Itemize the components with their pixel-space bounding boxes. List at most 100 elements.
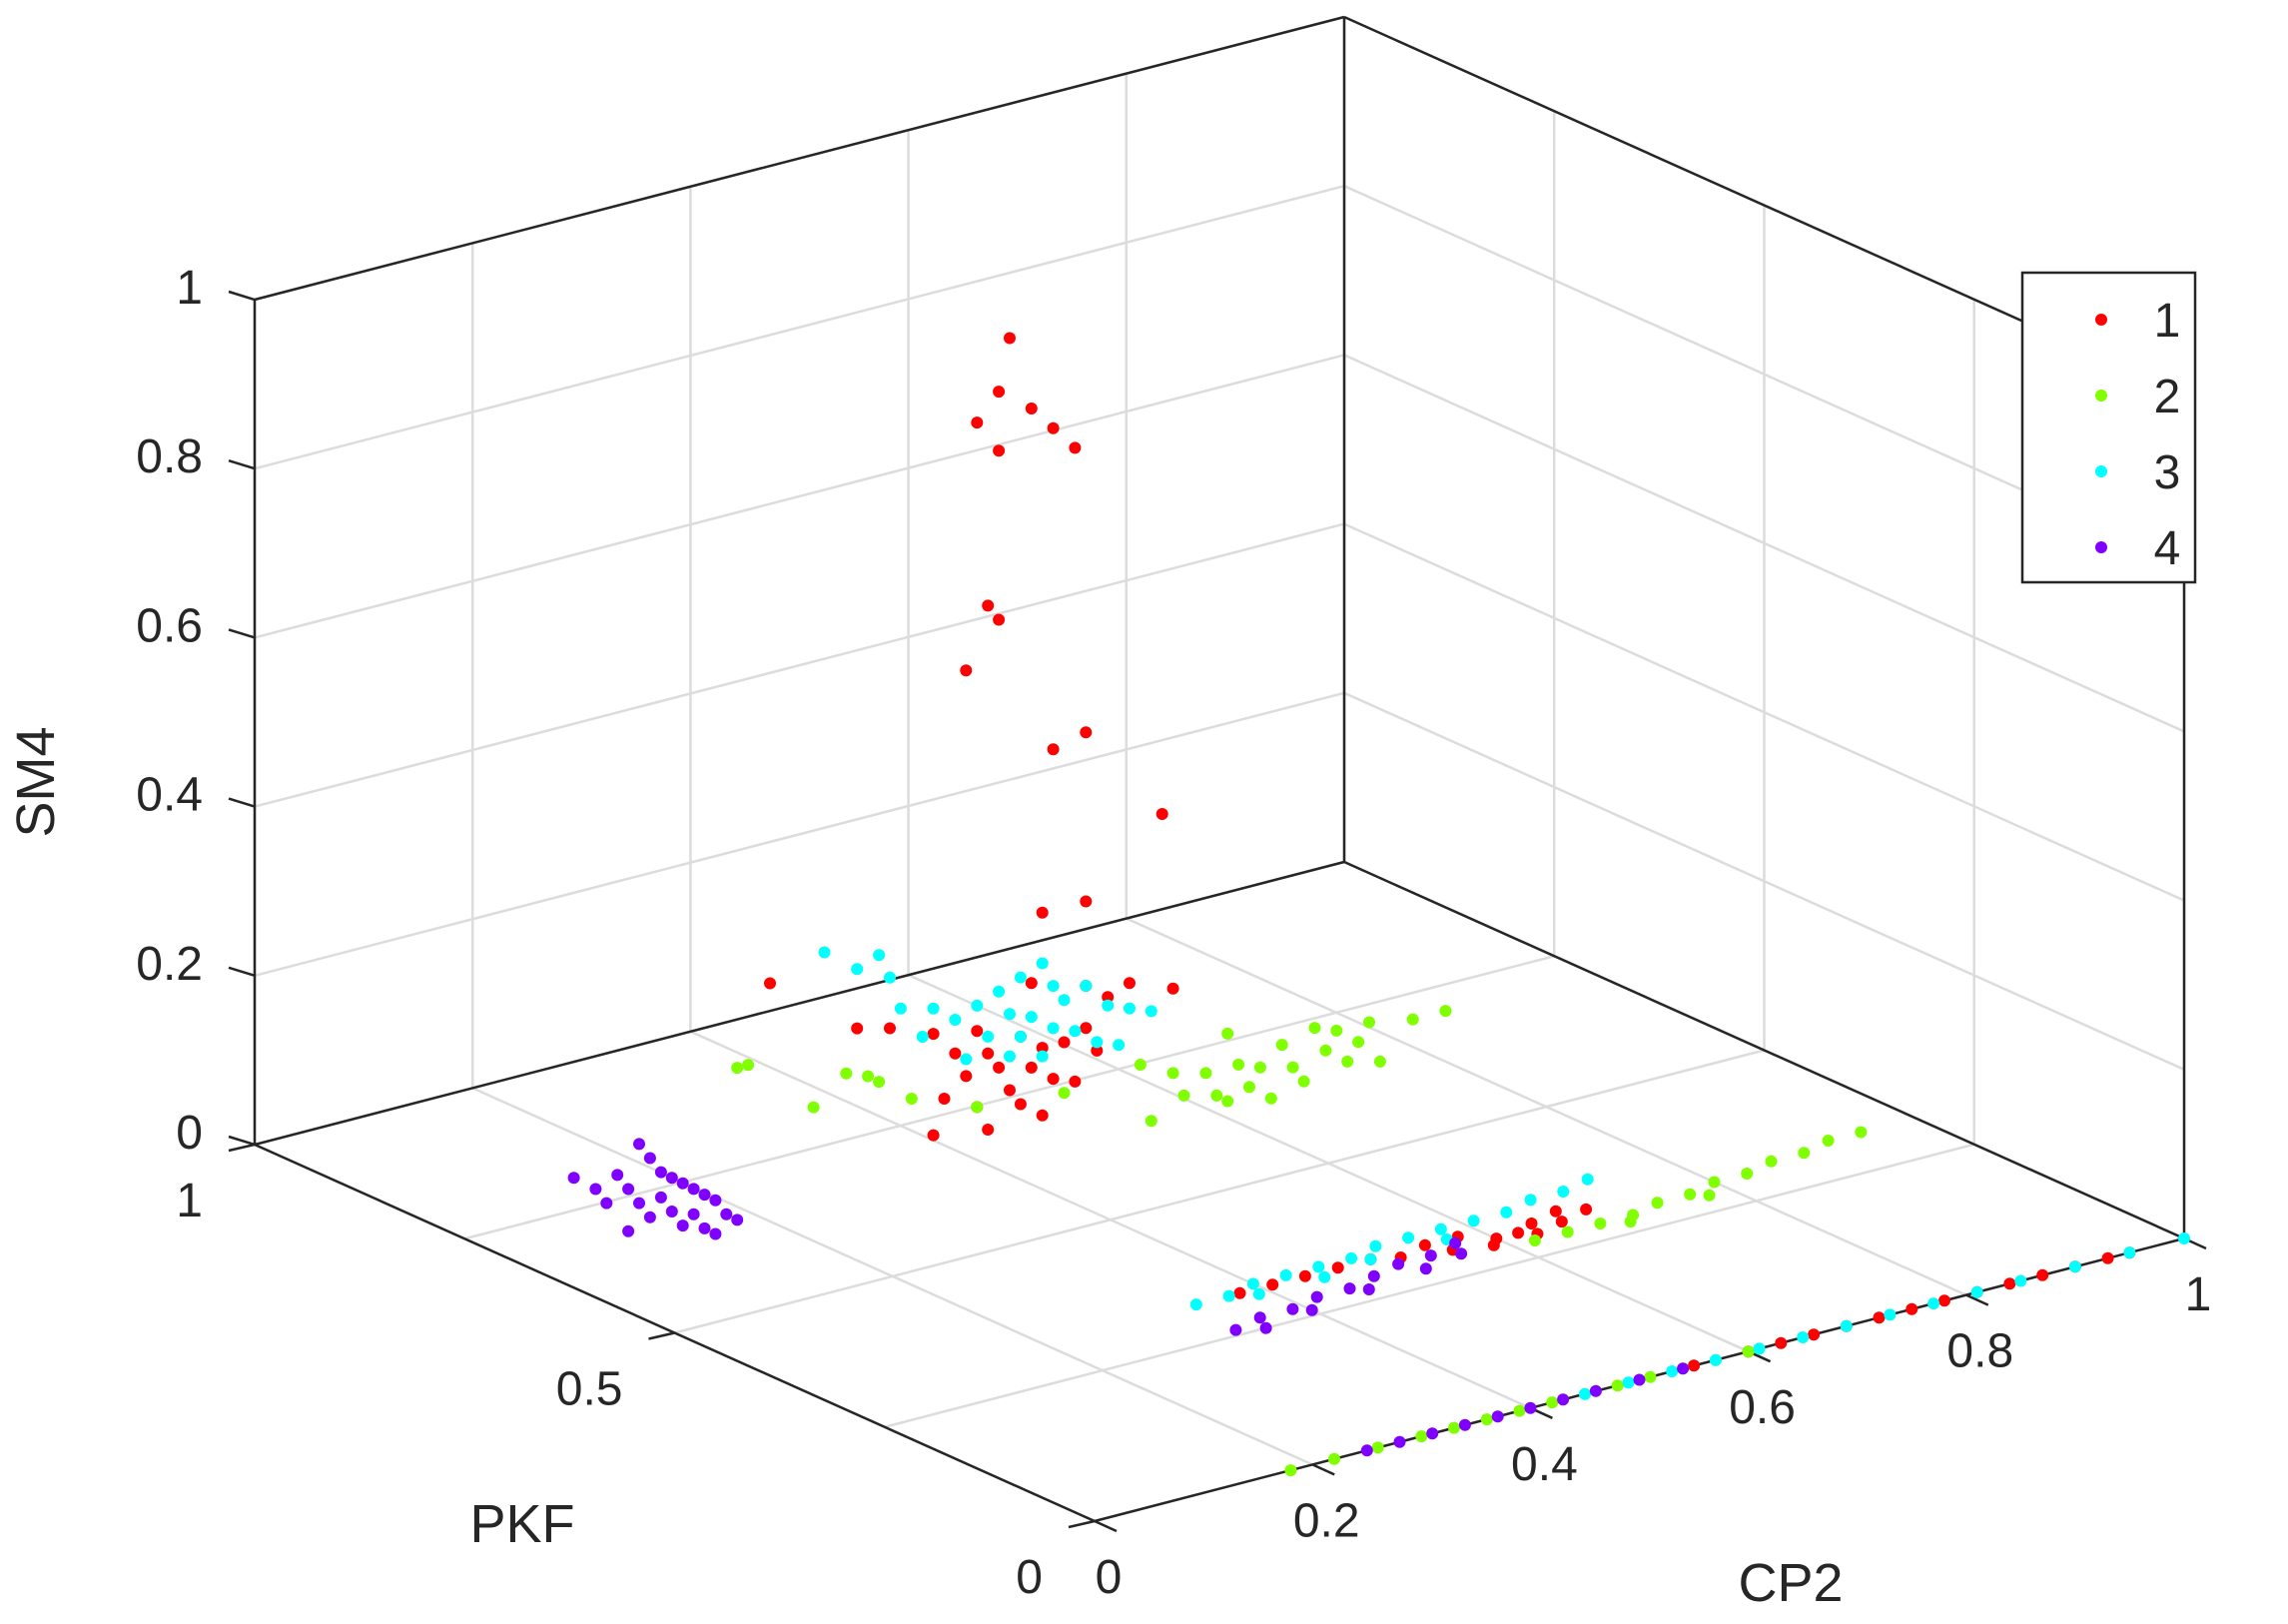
data-point-series-3 (1058, 994, 1071, 1007)
data-point-series-3 (1036, 957, 1049, 970)
data-point-series-3 (1312, 1260, 1325, 1273)
data-point-series-2 (1741, 1168, 1754, 1180)
data-point-series-1 (1418, 1238, 1431, 1251)
data-point-series-4 (731, 1214, 744, 1226)
data-point-series-4 (698, 1221, 711, 1234)
grid-line-back-z (254, 354, 1345, 639)
z-tick-mark (228, 966, 256, 977)
data-point-series-4 (1393, 1435, 1406, 1448)
data-point-series-1 (1025, 403, 1038, 414)
data-point-series-1 (927, 1028, 940, 1041)
side-floor-edge (1343, 860, 2185, 1240)
y-tick-label: 0 (1016, 1551, 1043, 1604)
data-point-series-2 (1822, 1135, 1835, 1147)
data-point-series-3 (1709, 1353, 1722, 1366)
data-point-series-4 (1524, 1401, 1537, 1414)
data-point-series-2 (1177, 1089, 1190, 1102)
data-point-series-4 (1449, 1236, 1462, 1249)
data-point-series-1 (1808, 1328, 1821, 1341)
data-point-series-1 (1298, 1269, 1311, 1282)
data-point-series-2 (1363, 1016, 1375, 1029)
data-point-series-2 (873, 1076, 886, 1089)
data-point-series-3 (2123, 1246, 2136, 1259)
x-tick-mark (1311, 1463, 1335, 1476)
grid-line-back-z (254, 184, 1345, 470)
z-tick-label: 0.8 (136, 430, 203, 483)
data-point-series-2 (1373, 1055, 1386, 1068)
data-point-series-1 (993, 444, 1006, 457)
data-point-series-3 (1345, 1251, 1358, 1264)
data-point-series-3 (1622, 1376, 1635, 1389)
x-tick-label: 0.8 (1946, 1325, 2013, 1378)
data-point-series-2 (1297, 1075, 1310, 1088)
x-tick-mark (1965, 1293, 1989, 1306)
data-point-series-4 (611, 1169, 624, 1182)
z-tick-label: 1 (176, 262, 203, 315)
data-point-series-3 (1047, 980, 1060, 993)
data-point-series-3 (1080, 980, 1093, 992)
z-tick-label: 0 (176, 1107, 203, 1160)
data-point-series-4 (589, 1183, 602, 1196)
data-point-series-1 (960, 664, 973, 677)
data-point-series-3 (1036, 1050, 1049, 1063)
data-point-series-2 (1708, 1176, 1721, 1189)
data-point-series-2 (1406, 1013, 1419, 1026)
data-point-series-4 (720, 1208, 733, 1220)
data-point-series-1 (1124, 977, 1136, 990)
data-point-series-4 (567, 1172, 580, 1185)
data-point-series-1 (1331, 1261, 1344, 1274)
data-point-series-1 (1080, 1022, 1093, 1035)
data-point-series-2 (1144, 1115, 1157, 1128)
data-point-series-1 (1266, 1278, 1279, 1291)
data-point-series-1 (851, 1022, 864, 1035)
data-point-series-4 (1286, 1302, 1299, 1315)
data-point-series-2 (1439, 1005, 1452, 1018)
data-point-series-1 (1487, 1238, 1500, 1251)
x-tick-label: 0.2 (1293, 1494, 1360, 1547)
data-point-series-3 (1579, 1387, 1591, 1400)
grid-line-back-z (254, 691, 1345, 978)
data-point-series-4 (1426, 1427, 1439, 1440)
data-point-series-4 (1253, 1311, 1266, 1324)
data-point-series-4 (1557, 1393, 1570, 1406)
data-point-series-1 (1036, 1109, 1049, 1122)
data-point-series-1 (1080, 895, 1093, 908)
legend-label-2: 2 (2154, 371, 2181, 423)
z-axis-label: SM4 (6, 726, 66, 837)
data-point-series-4 (654, 1166, 667, 1179)
data-point-series-4 (633, 1197, 645, 1210)
data-point-series-4 (1677, 1362, 1690, 1375)
data-point-series-3 (1524, 1194, 1537, 1207)
data-point-series-3 (949, 1014, 962, 1026)
data-point-series-1 (764, 977, 776, 990)
data-point-series-1 (993, 1061, 1006, 1074)
data-point-series-1 (1233, 1286, 1246, 1299)
data-point-series-3 (1252, 1287, 1265, 1300)
data-point-series-4 (1424, 1249, 1437, 1262)
data-point-series-1 (1058, 1036, 1071, 1049)
data-point-series-3 (1113, 1039, 1126, 1052)
data-point-series-4 (622, 1224, 635, 1237)
data-point-series-2 (731, 1062, 744, 1075)
z-tick-mark (228, 290, 256, 302)
data-point-series-1 (1938, 1294, 1950, 1307)
data-point-series-1 (1555, 1216, 1568, 1228)
x-tick-label: 1 (2185, 1268, 2212, 1321)
data-point-series-3 (1402, 1231, 1415, 1244)
data-point-series-3 (1189, 1298, 1202, 1311)
legend-marker-4 (2095, 541, 2107, 553)
data-point-series-4 (600, 1197, 613, 1210)
data-point-series-1 (1166, 982, 1179, 995)
data-point-series-2 (1275, 1039, 1288, 1052)
data-point-series-1 (1069, 441, 1082, 454)
data-point-series-3 (1666, 1365, 1679, 1377)
data-point-series-2 (1341, 1055, 1354, 1068)
data-point-series-4 (622, 1183, 635, 1196)
data-point-series-2 (1166, 1067, 1179, 1080)
data-point-series-1 (1775, 1336, 1788, 1349)
data-point-series-3 (2014, 1274, 2027, 1287)
data-point-series-1 (1102, 991, 1115, 1004)
data-point-series-1 (2003, 1277, 2016, 1290)
data-point-series-1 (982, 599, 995, 612)
